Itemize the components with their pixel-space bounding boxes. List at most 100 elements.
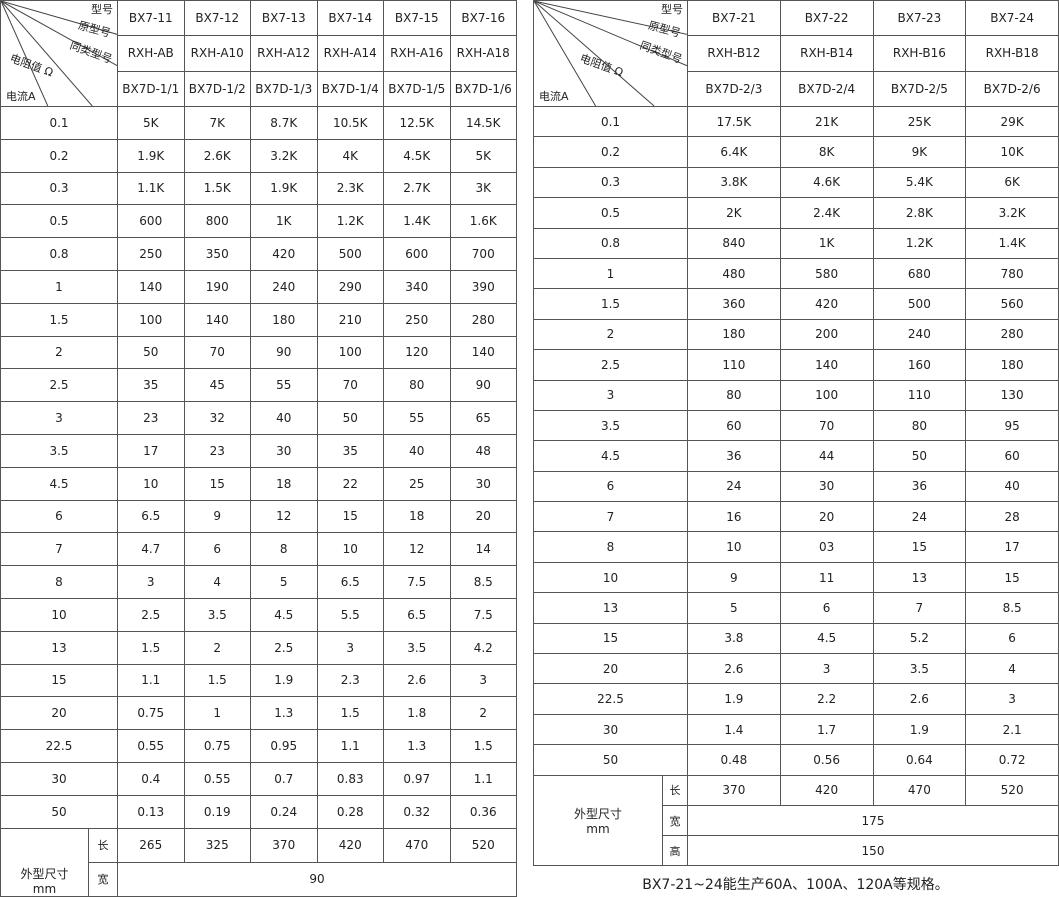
table-row: 1.5 360 420 500 560 (533, 288, 1059, 320)
resistance-cell: 17 (965, 531, 1059, 563)
resistance-cell: 3.5 (872, 653, 967, 685)
resistance-cell: 0.55 (183, 761, 251, 796)
resistance-cell: 0.24 (250, 794, 318, 829)
table-row: 0.3 1.1K 1.5K 1.9K 2.3K 2.7K 3K (0, 171, 517, 206)
resistance-cell: 80 (383, 368, 451, 403)
resistance-cell: 7K (183, 106, 251, 140)
resistance-cell: 1.5 (183, 663, 251, 698)
resistance-cell: 28 (965, 501, 1059, 533)
original-model-cell: RXH-A10 (183, 35, 251, 72)
similar-model-cell: BX7D-1/3 (250, 70, 318, 108)
table-row: 15 1.1 1.5 1.9 2.3 2.6 3 (0, 663, 517, 698)
current-cell: 0.2 (0, 138, 118, 173)
resistance-cell: 210 (316, 302, 384, 337)
resistance-cell: 360 (687, 288, 781, 320)
resistance-cell: 20 (779, 501, 874, 533)
resistance-cell: 4.5K (383, 138, 451, 173)
table-row: 30 1.4 1.7 1.9 2.1 (533, 713, 1059, 746)
dimension-length-cell: 420 (779, 774, 874, 806)
resistance-cell: 55 (383, 401, 451, 435)
resistance-cell: 7.5 (383, 565, 451, 599)
current-cell: 0.8 (533, 227, 688, 259)
current-cell: 1.5 (0, 302, 118, 337)
resistance-cell: 160 (872, 349, 967, 381)
resistance-cell: 130 (965, 379, 1059, 411)
table-row: 7 4.7 6 8 10 12 14 (0, 532, 517, 567)
table-row: 0.3 3.8K 4.6K 5.4K 6K (533, 166, 1059, 199)
resistance-cell: 2.3K (316, 171, 384, 206)
resistance-cell: 1.4K (965, 227, 1059, 259)
resistance-cell: 3K (449, 171, 517, 206)
resistance-cell: 3.2K (250, 138, 318, 173)
model-cell: BX7-24 (965, 0, 1059, 37)
resistance-cell: 70 (316, 368, 384, 403)
current-cell: 7 (533, 501, 688, 533)
resistance-cell: 140 (779, 349, 874, 381)
resistance-cell: 2.3 (316, 663, 384, 698)
current-cell: 2 (0, 335, 118, 370)
header-label-model: 型号 (91, 3, 113, 16)
resistance-cell: 2.4K (779, 197, 874, 229)
resistance-cell: 0.7 (250, 761, 318, 796)
resistance-cell: 12.5K (383, 106, 451, 140)
table-row: 22.5 0.55 0.75 0.95 1.1 1.3 1.5 (0, 729, 517, 763)
model-cell: BX7-15 (383, 0, 451, 37)
resistance-cell: 1.1K (117, 171, 185, 206)
current-cell: 30 (0, 761, 118, 796)
resistance-cell: 5K (449, 138, 517, 173)
resistance-cell: 30 (250, 433, 318, 468)
table-row: 3 23 32 40 50 55 65 (0, 401, 517, 435)
resistance-cell: 2.1 (965, 713, 1059, 746)
model-cell: BX7-14 (316, 0, 384, 37)
resistance-cell: 2.7K (383, 171, 451, 206)
resistance-cell: 5.2 (872, 622, 967, 655)
resistance-cell: 0.75 (183, 729, 251, 763)
resistance-cell: 36 (687, 440, 781, 472)
table-row: 3.5 60 70 80 95 (533, 409, 1059, 442)
current-cell: 7 (0, 532, 118, 567)
resistance-cell: 1.5 (449, 729, 517, 763)
dimension-length-cell: 520 (449, 827, 517, 863)
resistance-cell: 22 (316, 466, 384, 501)
dimension-row-width: 宽 90 (1, 861, 517, 897)
resistance-cell: 1.5K (183, 171, 251, 206)
dimension-length-cell: 470 (383, 827, 451, 863)
table-row: 0.1 17.5K 21K 25K 29K (533, 105, 1059, 138)
table-row: 0.8 840 1K 1.2K 1.4K (533, 227, 1059, 259)
dimension-sub-label: 长 (88, 827, 118, 863)
resistance-cell: 60 (965, 440, 1059, 472)
similar-model-cell: BX7D-2/6 (965, 70, 1059, 108)
resistance-cell: 95 (965, 409, 1059, 442)
resistance-cell: 140 (449, 335, 517, 370)
table-row: 2.5 110 140 160 180 (533, 349, 1059, 381)
current-cell: 6 (0, 499, 118, 534)
resistance-cell: 14 (449, 532, 517, 567)
original-model-cell: RXH-B14 (779, 35, 874, 72)
current-cell: 22.5 (533, 683, 688, 715)
resistance-cell: 680 (872, 257, 967, 290)
current-cell: 3 (0, 401, 118, 435)
header-label-model: 型号 (661, 3, 683, 16)
table-row: 4.5 36 44 50 60 (533, 440, 1059, 472)
resistance-cell: 1.1 (117, 663, 185, 698)
table-row: 1 140 190 240 290 340 390 (0, 269, 517, 304)
resistance-cell: 70 (183, 335, 251, 370)
resistance-cell: 0.95 (250, 729, 318, 763)
resistance-cell: 350 (183, 237, 251, 271)
dimension-label: 外型尺寸 (20, 866, 69, 881)
resistance-cell: 15 (965, 561, 1059, 594)
similar-model-cell: BX7D-2/4 (779, 70, 874, 108)
resistance-cell: 6.5 (316, 565, 384, 599)
resistance-cell: 0.64 (872, 744, 967, 776)
resistance-cell: 0.36 (449, 794, 517, 829)
table-row: 50 0.48 0.56 0.64 0.72 (533, 744, 1059, 776)
table-row: 8 10 03 15 17 (533, 531, 1059, 563)
table-row: 22.5 1.9 2.2 2.6 3 (533, 683, 1059, 715)
resistance-cell: 2.6K (183, 138, 251, 173)
resistance-cell: 17 (117, 433, 185, 468)
resistance-cell: 110 (872, 379, 967, 411)
current-cell: 50 (0, 794, 118, 829)
current-cell: 3.5 (0, 433, 118, 468)
resistance-cell: 15 (183, 466, 251, 501)
resistance-cell: 0.72 (965, 744, 1059, 776)
